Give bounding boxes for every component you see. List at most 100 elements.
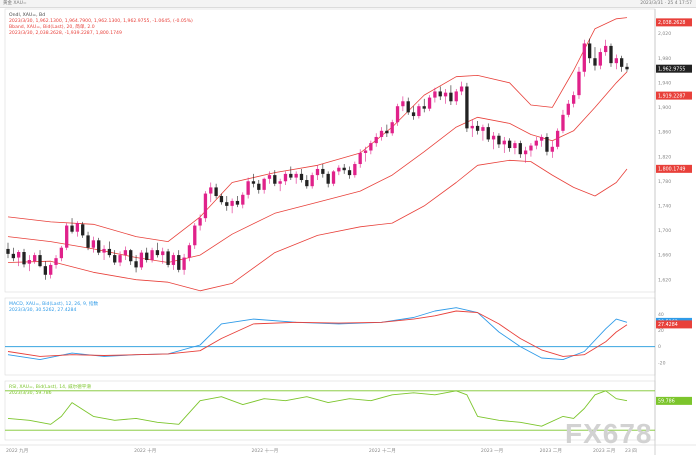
candle-up [118, 255, 122, 263]
price-price-tag-label: 1,919.2287 [658, 93, 685, 99]
candle-down [219, 196, 224, 203]
candle-up [433, 91, 437, 98]
candle-down [486, 127, 490, 140]
candle-up [283, 173, 288, 182]
rsi-legend-line: 2023/3/30, 59.786 [9, 390, 52, 396]
price-y-tick-label: 1,900 [658, 105, 671, 111]
price-y-tick-label: 2,020 [658, 31, 671, 37]
candle-up [459, 86, 464, 92]
candle-up [529, 145, 533, 151]
candle-up [513, 143, 517, 149]
candle-down [235, 200, 240, 205]
candle-up [534, 140, 538, 146]
candle-down [166, 251, 170, 265]
candle-down [587, 43, 592, 59]
price-price-tag [656, 91, 692, 100]
candle-down [321, 168, 325, 174]
bollinger-lower-band [7, 159, 628, 292]
candle-up [246, 181, 250, 195]
candle-up [331, 171, 336, 184]
candle-up [150, 250, 154, 261]
rsi-price-tag-label: 59.786 [658, 399, 675, 405]
x-axis-label: 2022 十一月 [251, 447, 278, 454]
candle-down [620, 58, 624, 67]
candle-up [54, 258, 58, 265]
candle-down [507, 140, 512, 149]
timestamp-label: 2023/3/31 · 25 4 17:57 [640, 1, 692, 6]
candle-up [369, 143, 373, 151]
candle-up [523, 150, 528, 155]
candle-up [123, 250, 128, 256]
price-price-tag-label: 2,038.2628 [658, 20, 685, 26]
candle-down [438, 91, 442, 97]
price-price-tag-label: 1,962.9755 [658, 66, 685, 72]
candle-up [310, 175, 314, 187]
macd-y-tick-label: 20 [658, 328, 664, 334]
candle-down [145, 252, 149, 261]
price-y-tick-label: 1,740 [658, 203, 671, 209]
candle-down [289, 173, 293, 178]
candle-up [294, 173, 298, 178]
candle-up [358, 152, 362, 165]
x-axis-label: 2022 十二月 [369, 447, 396, 454]
candle-up [102, 248, 106, 253]
candle-down [155, 250, 160, 256]
candle-up [417, 106, 421, 117]
candle-down [422, 106, 426, 109]
candle-down [465, 86, 469, 129]
candle-down [177, 255, 181, 270]
candle-up [571, 95, 576, 104]
candle-up [561, 114, 565, 131]
rsi-legend-line: RSI, XAU=, Bid(Last), 14, 威尔德平滑 [9, 383, 91, 390]
candle-down [38, 255, 42, 267]
watermark-logo: FX678 [565, 418, 653, 449]
candle-up [566, 103, 570, 115]
rsi-price-tag [656, 396, 692, 405]
candle-down [406, 101, 410, 113]
macd-signal-line [7, 310, 628, 357]
candle-down [6, 248, 10, 254]
candle-down [134, 261, 138, 268]
candle-up [555, 130, 560, 147]
candle-up [267, 175, 272, 179]
candle-up [614, 58, 618, 64]
price-legend-line: Ondl, XAU=, Bd [9, 12, 45, 18]
candle-up [182, 257, 186, 270]
candle-down [70, 225, 74, 232]
candle-down [593, 58, 597, 66]
candle-up [187, 245, 192, 258]
candle-down [113, 255, 117, 263]
candle-up [577, 71, 581, 96]
candle-down [129, 250, 133, 262]
candle-up [33, 255, 37, 262]
candle-up [502, 140, 506, 145]
candle-up [374, 136, 378, 144]
candle-down [475, 125, 480, 131]
candle-down [273, 175, 277, 184]
candle-up [427, 97, 432, 109]
candle-down [225, 202, 229, 206]
candle-up [379, 130, 384, 137]
candle-down [11, 253, 15, 259]
price-y-tick-label: 1,620 [658, 277, 671, 283]
rsi-line [7, 390, 628, 427]
candle-up [470, 125, 474, 129]
candle-down [449, 92, 453, 102]
candle-down [214, 187, 218, 197]
candle-down [107, 248, 112, 256]
candle-down [497, 135, 501, 145]
price-price-tag [656, 164, 692, 173]
candle-up [278, 181, 282, 184]
candle-down [625, 66, 629, 70]
candle-up [241, 194, 245, 205]
macd-legend-line: MACD, XAU=, Bid(Last), 12, 26, 9, 指数 [9, 300, 98, 307]
candle-up [337, 167, 341, 172]
price-price-tag [656, 18, 692, 27]
bollinger-upper-band [7, 17, 628, 243]
price-y-tick-label: 1,780 [658, 179, 671, 185]
candle-down [97, 240, 101, 253]
candle-up [550, 146, 554, 152]
macd-y-tick-label: 0 [658, 344, 661, 350]
candle-down [609, 45, 613, 64]
